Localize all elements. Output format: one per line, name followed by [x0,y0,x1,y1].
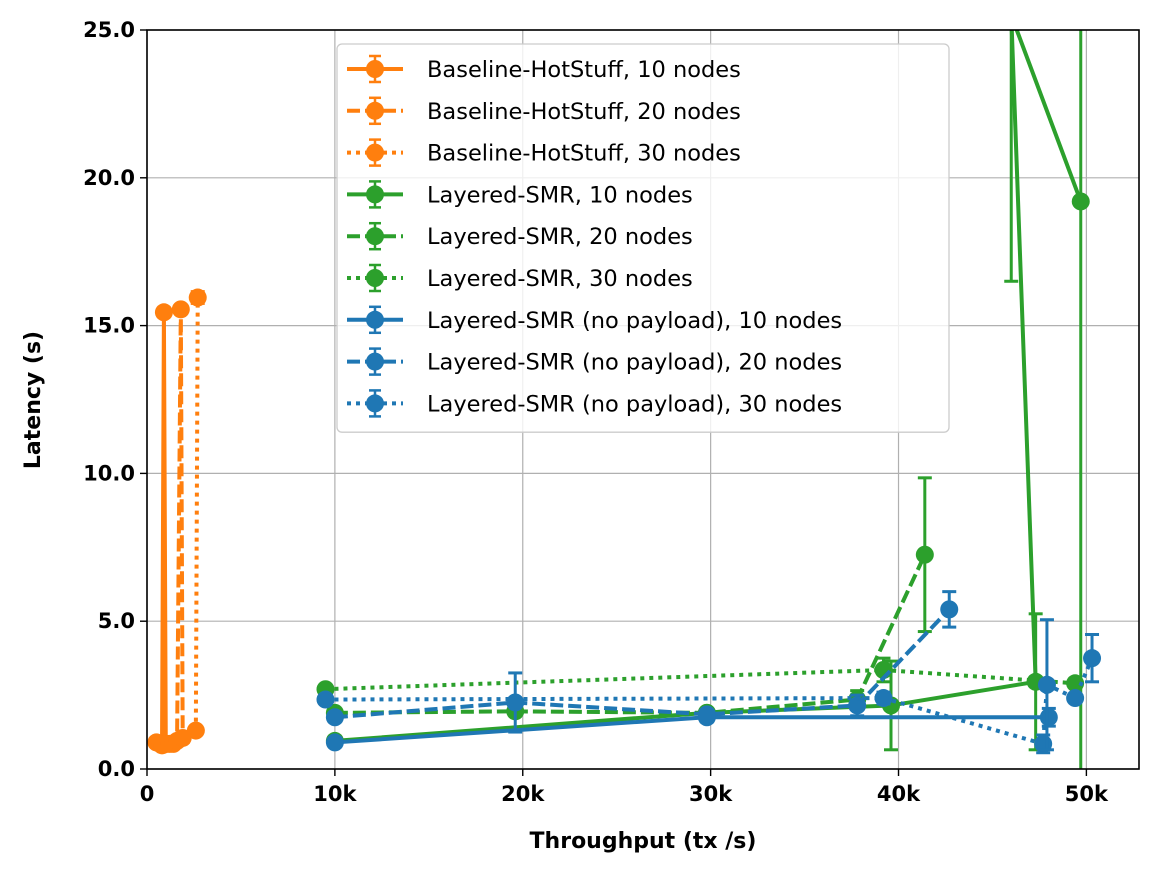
legend-marker [366,101,384,120]
legend-entry: Layered-SMR, 30 nodes [347,263,693,293]
axis-ticks: 0 10k 20k 30k 40k 50k 0.0 5.0 10.0 15.0 20.0 25.0 [83,18,1109,806]
legend-label: Baseline-HotStuff, 20 nodes [427,99,741,125]
data-point [1039,708,1058,727]
legend-label: Layered-SMR, 20 nodes [427,224,693,250]
legend-label: Layered-SMR (no payload), 10 nodes [427,308,842,334]
data-point [874,689,893,708]
legend-marker [366,352,384,371]
y-tick-label: 15.0 [83,314,135,338]
legend-entry: Layered-SMR (no payload), 10 nodes [347,305,842,335]
series-8 [325,590,959,734]
legend-entry: Baseline-HotStuff, 10 nodes [347,54,741,84]
y-axis-label: Latency (s) [21,331,46,469]
data-point [154,303,173,322]
legend-entry: Layered-SMR (no payload), 20 nodes [347,347,842,376]
legend-marker [366,227,384,246]
data-point [1066,674,1085,693]
legend-label: Layered-SMR, 30 nodes [427,266,693,292]
data-point [915,545,934,564]
legend-entry: Layered-SMR, 20 nodes [347,221,693,251]
data-point [1066,689,1085,708]
data-point [186,721,205,740]
plot-frame [146,29,1140,770]
series-3 [186,288,207,740]
x-tick-label: 0 [140,782,155,806]
data-point [940,600,959,619]
legend: Baseline-HotStuff, 10 nodes Baseline-HotS… [336,43,950,433]
legend-marker [366,185,384,204]
series-9 [316,618,1102,755]
data-point [325,708,344,727]
data-point [1071,192,1090,211]
legend-entry: Layered-SMR, 10 nodes [347,180,693,209]
legend-marker [366,310,384,329]
x-tick-label: 20k [501,782,545,806]
series-line [193,297,200,731]
legend-marker [366,60,384,78]
legend-label: Layered-SMR (no payload), 30 nodes [427,391,842,417]
legend-entry: Layered-SMR (no payload), 30 nodes [347,389,842,418]
y-tick-label: 20.0 [83,166,135,190]
data-point [1083,649,1102,668]
x-tick-label: 10k [313,782,357,806]
y-tick-label: 0.0 [98,757,135,781]
x-tick-label: 40k [877,782,921,806]
legend-marker [366,269,384,287]
data-point [316,690,335,709]
legend-marker [366,143,384,162]
data-point [697,705,716,724]
x-tick-label: 50k [1065,782,1109,806]
data-point [848,696,867,715]
legend-entry: Baseline-HotStuff, 20 nodes [347,96,741,126]
data-point [171,300,190,319]
x-axis-label: Throughput (tx /s) [530,829,757,854]
legend-label: Layered-SMR (no payload), 20 nodes [427,350,842,376]
y-tick-label: 5.0 [98,609,135,633]
series-layer [147,30,1102,769]
y-tick-label: 10.0 [83,461,135,485]
legend-box [336,43,950,433]
legend-entry: Baseline-HotStuff, 30 nodes [347,138,741,167]
data-point [325,733,344,752]
legend-marker [366,394,384,413]
legend-label: Baseline-HotStuff, 30 nodes [427,141,741,167]
series-2 [160,300,192,753]
legend-label: Layered-SMR, 10 nodes [427,182,693,208]
data-point [188,288,207,307]
x-tick-label: 30k [689,782,733,806]
legend-label: Baseline-HotStuff, 10 nodes [427,57,741,83]
data-point [173,728,192,747]
data-point [506,693,525,712]
y-tick-label: 25.0 [83,18,135,42]
series-line [334,30,1083,743]
data-point [1037,675,1056,694]
